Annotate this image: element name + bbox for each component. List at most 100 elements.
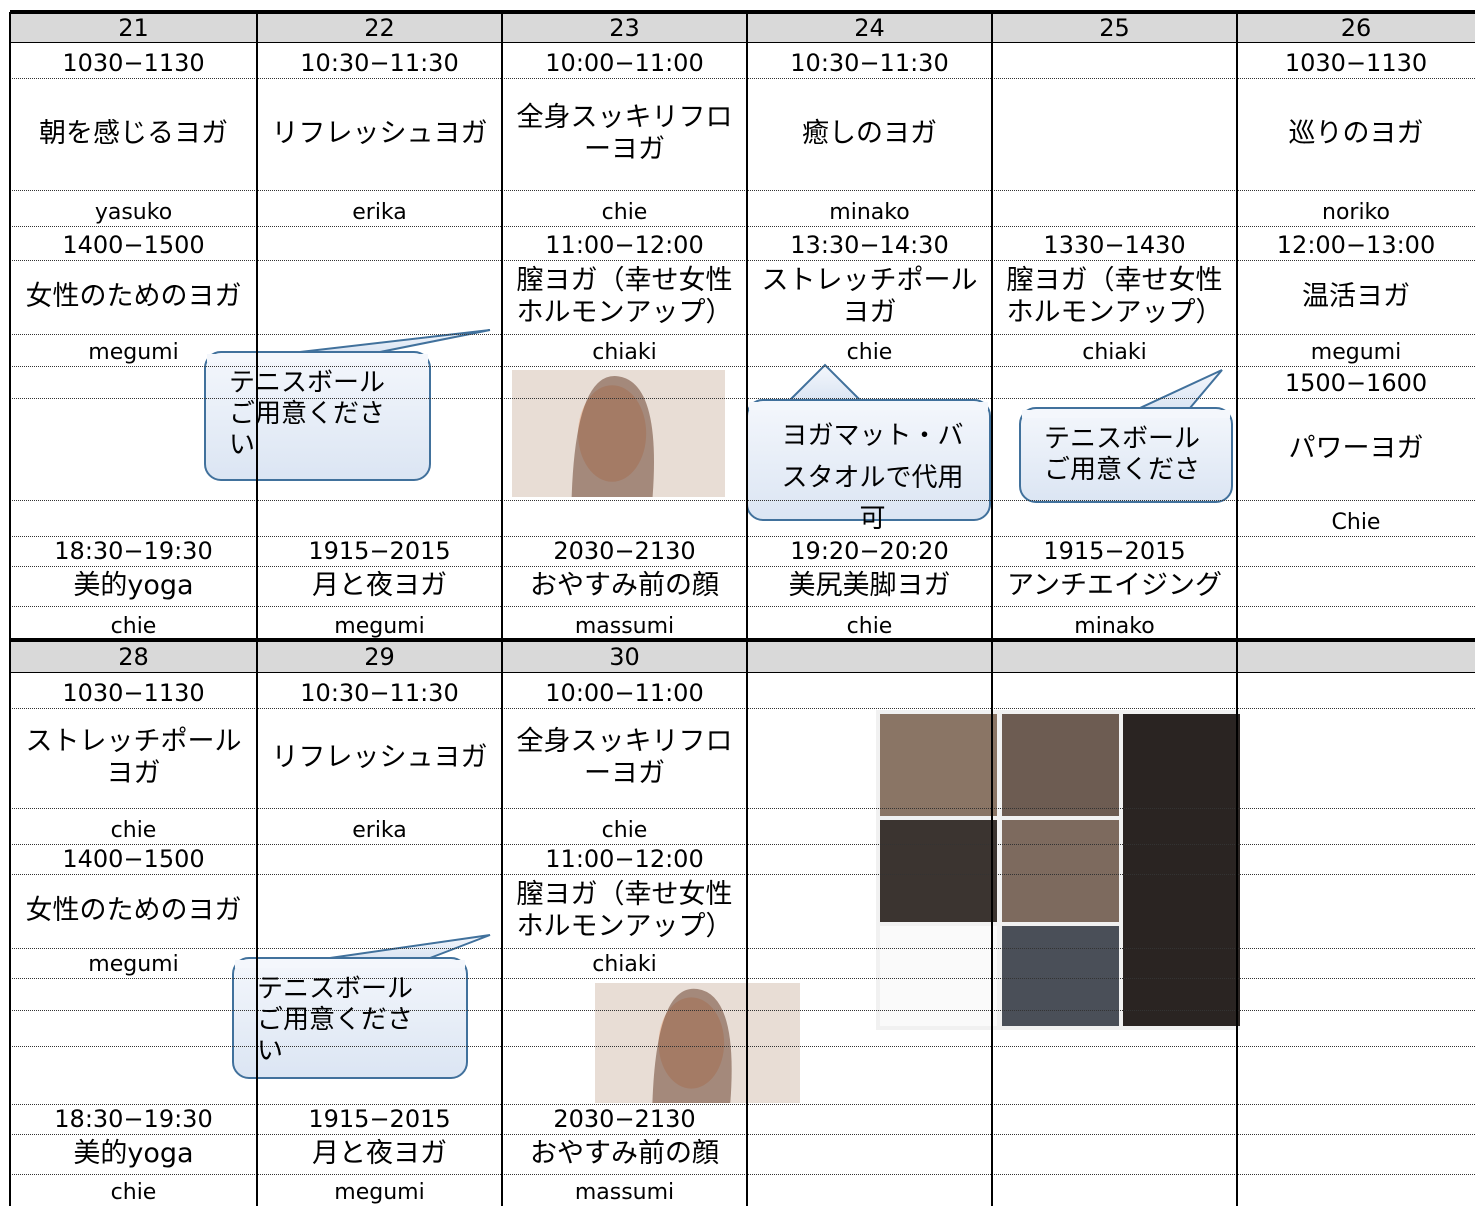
time: 1400−1500 <box>62 845 205 874</box>
row-line <box>10 874 1475 875</box>
class-title: 月と夜ヨガ <box>312 1137 447 1169</box>
class-title: 美尻美脚ヨガ <box>788 569 951 601</box>
callout-cover <box>235 960 465 968</box>
column-line <box>991 640 993 1206</box>
time: 10:30−11:30 <box>300 679 459 708</box>
teacher: chiaki <box>592 951 657 977</box>
class-title: 月と夜ヨガ <box>312 569 447 601</box>
collage-tile <box>880 926 997 1026</box>
callout-box <box>1019 407 1233 503</box>
column-line <box>746 12 748 640</box>
row-line <box>10 1010 1475 1011</box>
collage-tile <box>880 714 997 816</box>
column-line <box>9 640 11 1206</box>
day-header: 26 <box>1237 14 1475 42</box>
time: 2030−2130 <box>553 537 696 566</box>
row-line <box>10 366 1475 367</box>
time: 13:30−14:30 <box>790 231 949 260</box>
class-title: 巡りのヨガ <box>1288 117 1424 149</box>
row-line <box>10 260 1475 261</box>
week-border <box>10 10 1475 14</box>
callout-box <box>232 957 468 1079</box>
class-title: 温活ヨガ <box>1302 280 1410 312</box>
callout-cover <box>1022 410 1230 418</box>
day-header: 30 <box>502 642 747 672</box>
day-header: 28 <box>10 642 257 672</box>
collage-tile <box>1002 714 1119 816</box>
teacher: chie <box>846 613 893 639</box>
callout-text: テニスボールご用意ください <box>229 368 386 461</box>
time: 10:30−11:30 <box>790 49 949 78</box>
day-header: 22 <box>257 14 502 42</box>
column-line <box>746 640 748 1206</box>
time: 10:00−11:00 <box>545 49 704 78</box>
class-title: 膣ヨガ（幸せ女性ホルモンアップ） <box>516 264 733 328</box>
row-line <box>10 78 1475 79</box>
row-line <box>10 226 1475 227</box>
row-line <box>10 1104 1475 1105</box>
teacher: minako <box>1074 613 1155 639</box>
day-header: 21 <box>10 14 257 42</box>
callout-tail <box>299 329 491 353</box>
class-title: リフレッシュヨガ <box>271 741 488 773</box>
teacher: massumi <box>574 613 675 639</box>
column-line <box>9 12 11 640</box>
row-line <box>10 808 1475 809</box>
teacher: chie <box>601 199 648 225</box>
day-header: 23 <box>502 14 747 42</box>
class-title: 女性のためのヨガ <box>25 280 242 312</box>
class-title: パワーヨガ <box>1288 432 1424 464</box>
time: 10:30−11:30 <box>300 49 459 78</box>
class-title: 全身スッキリフローヨガ <box>516 101 733 165</box>
row-line <box>10 500 1475 501</box>
time: 1915−2015 <box>1043 537 1186 566</box>
time: 1330−1430 <box>1043 231 1186 260</box>
callout-tail <box>789 363 861 401</box>
class-title: 美的yoga <box>73 1137 194 1169</box>
class-title: 膣ヨガ（幸せ女性ホルモンアップ） <box>1006 264 1223 328</box>
callout-cover <box>207 354 428 362</box>
teacher: chie <box>110 1179 157 1205</box>
teacher: megumi <box>334 1179 425 1205</box>
time: 1915−2015 <box>308 1105 451 1134</box>
teacher: noriko <box>1322 199 1390 225</box>
callout-cover <box>749 402 988 410</box>
day-header <box>1237 642 1475 672</box>
row-line <box>10 398 1475 399</box>
time: 1030−1130 <box>1284 49 1428 78</box>
teacher: chie <box>110 613 157 639</box>
time: 1030−1130 <box>62 679 205 708</box>
day-header <box>747 642 992 672</box>
time: 1500−1600 <box>1284 369 1428 398</box>
class-title: 膣ヨガ（幸せ女性ホルモンアップ） <box>516 878 733 942</box>
time: 1030−1130 <box>62 49 205 78</box>
class-title: おやすみ前の顔 <box>530 569 719 601</box>
teacher: chiaki <box>592 339 657 365</box>
row-line <box>10 190 1475 191</box>
collage-tile <box>1123 714 1240 1026</box>
row-line <box>10 42 1475 43</box>
row-line <box>10 334 1475 335</box>
row-line <box>10 672 1475 673</box>
class-title: 朝を感じるヨガ <box>39 117 228 149</box>
callout-tail <box>1139 369 1223 409</box>
callout-tail <box>329 934 491 959</box>
teacher: erika <box>352 817 407 843</box>
teacher: megumi <box>88 339 179 365</box>
row-line <box>10 978 1475 979</box>
column-line <box>501 640 503 1206</box>
teacher: Chie <box>1331 509 1381 535</box>
callout-text: ヨガマット・バスタオルで代用可 <box>781 421 964 535</box>
class-title: おやすみ前の顔 <box>530 1137 719 1169</box>
collage-tile <box>880 820 997 922</box>
row-line <box>10 566 1475 567</box>
teacher: megumi <box>1310 339 1402 365</box>
time: 11:00−12:00 <box>545 845 704 874</box>
column-line <box>1236 12 1238 640</box>
class-title: アンチエイジング <box>1007 569 1222 601</box>
teacher: chie <box>110 817 157 843</box>
day-header: 25 <box>992 14 1237 42</box>
row-line <box>10 536 1475 537</box>
teacher: erika <box>352 199 407 225</box>
